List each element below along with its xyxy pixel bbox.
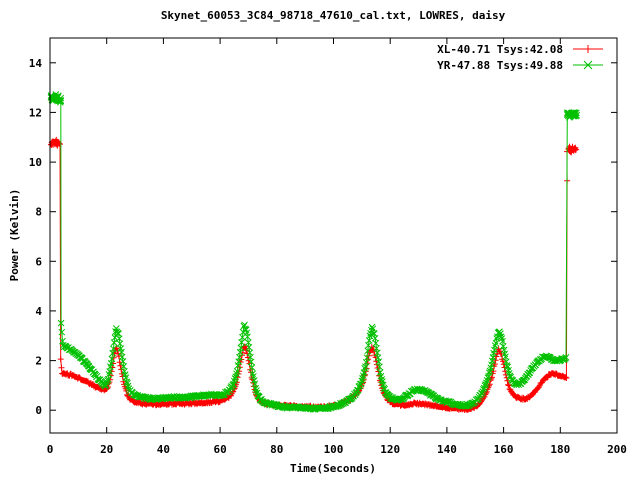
x-tick-label: 160 <box>494 443 514 456</box>
x-tick-label: 100 <box>324 443 344 456</box>
y-tick-label: 10 <box>29 156 42 169</box>
y-tick-label: 4 <box>35 305 42 318</box>
x-tick-label: 120 <box>380 443 400 456</box>
x-tick-label: 180 <box>550 443 570 456</box>
legend-entry-yr: YR-47.88 Tsys:49.88 <box>437 59 603 72</box>
y-tick-label: 14 <box>29 57 43 70</box>
y-tick-label: 8 <box>35 206 42 219</box>
y-tick-label: 6 <box>35 255 42 268</box>
series-yr <box>47 91 581 413</box>
cross-marker-icon <box>583 60 593 70</box>
x-axis-label: Time(Seconds) <box>290 462 376 475</box>
x-tick-label: 0 <box>47 443 54 456</box>
legend-label: XL-40.71 Tsys:42.08 <box>437 43 563 56</box>
plus-marker-icon <box>584 45 592 53</box>
y-tick-label: 0 <box>35 404 42 417</box>
chart-title: Skynet_60053_3C84_98718_47610_cal.txt, L… <box>161 9 506 22</box>
plot-border <box>49 37 618 434</box>
x-tick-label: 20 <box>100 443 113 456</box>
axes: 0 20 40 60 80 100 120 140 160 180 200 0 2 4 6 8 10 12 14 <box>29 38 627 456</box>
legend-entry-xl: XL-40.71 Tsys:42.08 <box>437 43 603 56</box>
x-tick-label: 140 <box>437 443 457 456</box>
legend-label: YR-47.88 Tsys:49.88 <box>437 59 563 72</box>
data-series <box>47 91 581 413</box>
x-tick-label: 200 <box>607 443 627 456</box>
series-markers <box>47 91 581 413</box>
legend: XL-40.71 Tsys:42.08 YR-47.88 Tsys:49.88 <box>437 43 603 72</box>
x-tick-label: 60 <box>213 443 226 456</box>
y-tick-label: 12 <box>29 106 42 119</box>
x-tick-label: 40 <box>157 443 170 456</box>
y-tick-label: 2 <box>35 355 42 368</box>
x-tick-label: 80 <box>270 443 283 456</box>
y-axis-label: Power (Kelvin) <box>8 189 21 282</box>
